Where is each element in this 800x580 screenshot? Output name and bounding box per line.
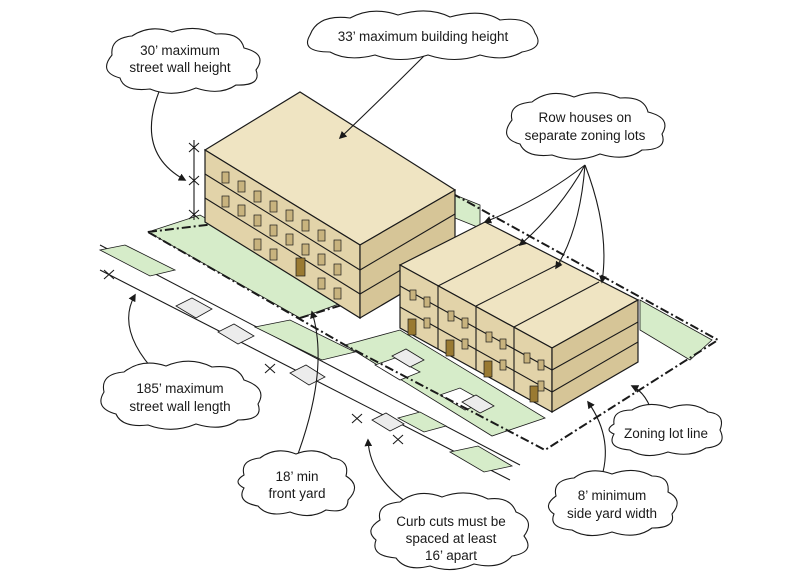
grass-strip xyxy=(396,411,448,433)
row-doors xyxy=(407,318,539,403)
driveway xyxy=(374,357,421,381)
row-houses-line2: separate zoning lots xyxy=(525,128,646,143)
callout-max-street-wall-height: 30’ maximum street wall height xyxy=(106,27,261,94)
window-grid xyxy=(221,171,342,300)
large-building xyxy=(203,91,457,320)
car xyxy=(217,323,255,345)
grass-strip xyxy=(98,244,177,277)
row-windows xyxy=(409,289,545,392)
side-yard-right xyxy=(639,299,713,361)
min-front-yard-line2: front yard xyxy=(268,486,325,501)
row-houses-line1: Row houses on xyxy=(538,110,631,125)
leader-lines xyxy=(128,54,656,509)
callout-min-side-yard: 8’ minimum side yard width xyxy=(547,469,678,537)
callout-row-houses: Row houses on separate zoning lots xyxy=(506,92,666,160)
callout-max-building-height: 33’ maximum building height xyxy=(306,10,539,61)
height-marker xyxy=(188,140,200,220)
zoning-lot-line-label: Zoning lot line xyxy=(624,426,708,441)
length-markers xyxy=(103,269,404,445)
callout-min-front-yard: 18’ min front yard xyxy=(237,450,356,517)
car xyxy=(371,412,405,432)
max-street-wall-length-line2: street wall length xyxy=(129,399,230,414)
max-street-wall-height-line2: street wall height xyxy=(129,60,231,75)
row-side xyxy=(551,298,639,414)
car xyxy=(175,297,213,319)
callout-max-street-wall-length: 185’ maximum street wall length xyxy=(100,360,262,430)
grass-strip xyxy=(448,445,514,473)
grass-strip xyxy=(253,319,357,361)
max-street-wall-height-line1: 30’ maximum xyxy=(140,43,220,58)
callout-zoning-lot-line: Zoning lot line xyxy=(608,403,723,457)
min-side-yard-line1: 8’ minimum xyxy=(578,488,647,503)
car xyxy=(461,394,495,414)
door xyxy=(295,257,306,277)
max-building-height-label: 33’ maximum building height xyxy=(338,29,509,44)
row-houses xyxy=(398,221,640,414)
curb-cuts-line1: Curb cuts must be xyxy=(396,514,506,529)
min-side-yard-line2: side yard width xyxy=(567,506,657,521)
min-front-yard-line1: 18’ min xyxy=(275,469,318,484)
street xyxy=(98,244,521,481)
callout-curb-cuts: Curb cuts must be spaced at least 16’ ap… xyxy=(370,492,530,571)
side-yard xyxy=(454,194,481,229)
max-street-wall-length-line1: 185’ maximum xyxy=(136,381,223,396)
curb-cuts-line3: 16’ apart xyxy=(425,548,477,563)
curb-cuts-line2: spaced at least xyxy=(406,531,497,546)
car xyxy=(391,348,425,368)
